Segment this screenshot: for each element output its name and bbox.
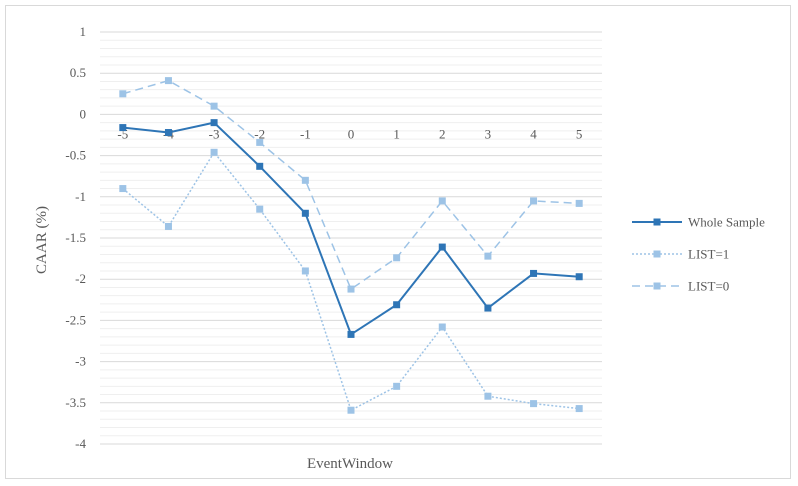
series-layer <box>119 77 583 414</box>
y-axis-ticks: 1 0.5 0 -0.5 -1 -1.5 -2 -2.5 -3 -3.5 -4 <box>65 24 86 451</box>
x-tick-label: 0 <box>348 126 355 141</box>
series-line <box>122 121 580 336</box>
data-point <box>164 222 172 230</box>
data-point <box>438 243 446 251</box>
y-tick-label: 0.5 <box>70 65 86 80</box>
y-tick-label: -1.5 <box>65 230 86 245</box>
series-whole-sample <box>119 119 583 338</box>
data-point <box>438 197 446 205</box>
y-tick-label: -2 <box>75 271 86 286</box>
y-tick-label: -4 <box>75 436 86 451</box>
data-point <box>301 209 309 217</box>
data-point <box>256 205 264 213</box>
data-point <box>164 129 172 137</box>
data-point <box>347 406 355 414</box>
data-point <box>210 148 218 156</box>
legend-marker <box>653 218 661 226</box>
y-tick-label: 0 <box>80 106 87 121</box>
data-point <box>530 400 538 408</box>
data-point <box>256 138 264 146</box>
legend-label: Whole Sample <box>688 215 765 230</box>
legend-marker <box>653 250 661 258</box>
data-point <box>119 185 127 193</box>
data-point <box>210 119 218 127</box>
series-line <box>122 151 580 412</box>
legend-item: Whole Sample <box>632 215 765 230</box>
y-tick-label: -2.5 <box>65 312 86 327</box>
data-point <box>575 273 583 281</box>
x-tick-label: 5 <box>576 126 583 141</box>
data-point <box>301 267 309 275</box>
data-point <box>256 162 264 170</box>
data-point <box>119 90 127 98</box>
data-point <box>484 252 492 260</box>
legend-marker <box>653 282 661 290</box>
gridlines <box>100 31 602 445</box>
data-point <box>393 301 401 309</box>
data-point <box>484 304 492 312</box>
data-point <box>119 124 127 132</box>
data-point <box>347 330 355 338</box>
y-tick-label: -1 <box>75 189 86 204</box>
legend-item: LIST=1 <box>632 247 729 262</box>
data-point <box>438 323 446 331</box>
x-tick-label: 4 <box>530 126 537 141</box>
x-axis-title: EventWindow <box>307 456 393 472</box>
data-point <box>393 382 401 390</box>
data-point <box>347 285 355 293</box>
legend-label: LIST=1 <box>688 247 729 262</box>
legend: Whole Sample LIST=1 LIST=0 <box>632 215 765 294</box>
chart-frame <box>5 5 791 479</box>
data-point <box>530 269 538 277</box>
data-point <box>575 405 583 413</box>
data-point <box>530 197 538 205</box>
y-axis-title: CAAR (%) <box>34 206 50 274</box>
y-tick-label: 1 <box>80 24 87 39</box>
data-point <box>210 102 218 110</box>
data-point <box>164 77 172 85</box>
data-point <box>301 176 309 184</box>
data-point <box>484 392 492 400</box>
x-tick-label: 3 <box>485 126 492 141</box>
legend-label: LIST=0 <box>688 279 729 294</box>
series-line <box>122 79 580 291</box>
data-point <box>575 199 583 207</box>
x-tick-label: -3 <box>209 126 220 141</box>
legend-item: LIST=0 <box>632 279 729 294</box>
x-tick-label: -2 <box>254 126 265 141</box>
x-tick-label: -1 <box>300 126 311 141</box>
x-tick-label: -5 <box>117 126 128 141</box>
x-tick-label: 1 <box>393 126 400 141</box>
x-tick-label: 2 <box>439 126 446 141</box>
y-tick-label: -3 <box>75 354 86 369</box>
series-list-1 <box>119 148 583 414</box>
data-point <box>393 254 401 262</box>
y-tick-label: -0.5 <box>65 148 86 163</box>
y-tick-label: -3.5 <box>65 395 86 410</box>
series-list-0 <box>119 77 583 293</box>
